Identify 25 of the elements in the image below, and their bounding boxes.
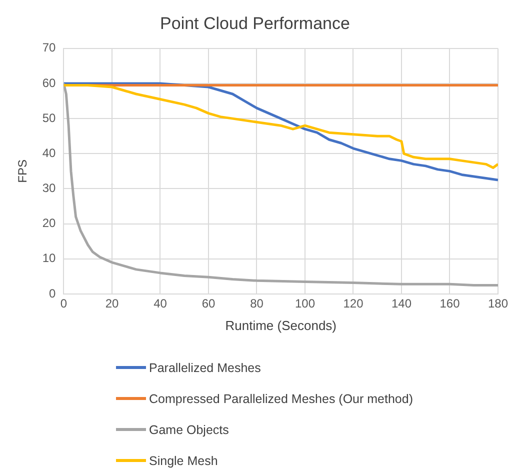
- x-tick-label: 20: [105, 296, 119, 311]
- y-tick-label: 60: [42, 76, 56, 90]
- legend-label: Single Mesh: [149, 454, 218, 468]
- x-tick-label: 120: [343, 296, 364, 311]
- x-tick-label: 140: [391, 296, 412, 311]
- x-axis-title: Runtime (Seconds): [225, 318, 337, 333]
- y-tick-label: 10: [42, 251, 56, 266]
- x-tick-label: 60: [202, 296, 216, 311]
- y-tick-label: 50: [42, 110, 56, 125]
- y-tick-label: 70: [42, 40, 56, 55]
- y-tick-label: 0: [49, 286, 56, 300]
- y-tick-label: 30: [42, 181, 56, 196]
- legend-label: Parallelized Meshes: [149, 360, 261, 374]
- legend-label: Compressed Parallelized Meshes (Our method): [149, 392, 413, 406]
- legend-label: Game Objects: [149, 422, 229, 436]
- x-tick-label: 40: [154, 296, 168, 311]
- y-tick-label: 40: [42, 146, 56, 160]
- x-tick-label: 160: [440, 296, 460, 311]
- x-tick-label: 100: [294, 296, 316, 311]
- x-tick-label: 180: [488, 296, 508, 311]
- chart-title: Point Cloud Performance: [160, 14, 350, 33]
- y-tick-label: 20: [42, 216, 56, 230]
- x-tick-label: 80: [250, 296, 264, 311]
- x-tick-label: 0: [60, 296, 68, 311]
- y-axis-title: FPS: [16, 160, 30, 183]
